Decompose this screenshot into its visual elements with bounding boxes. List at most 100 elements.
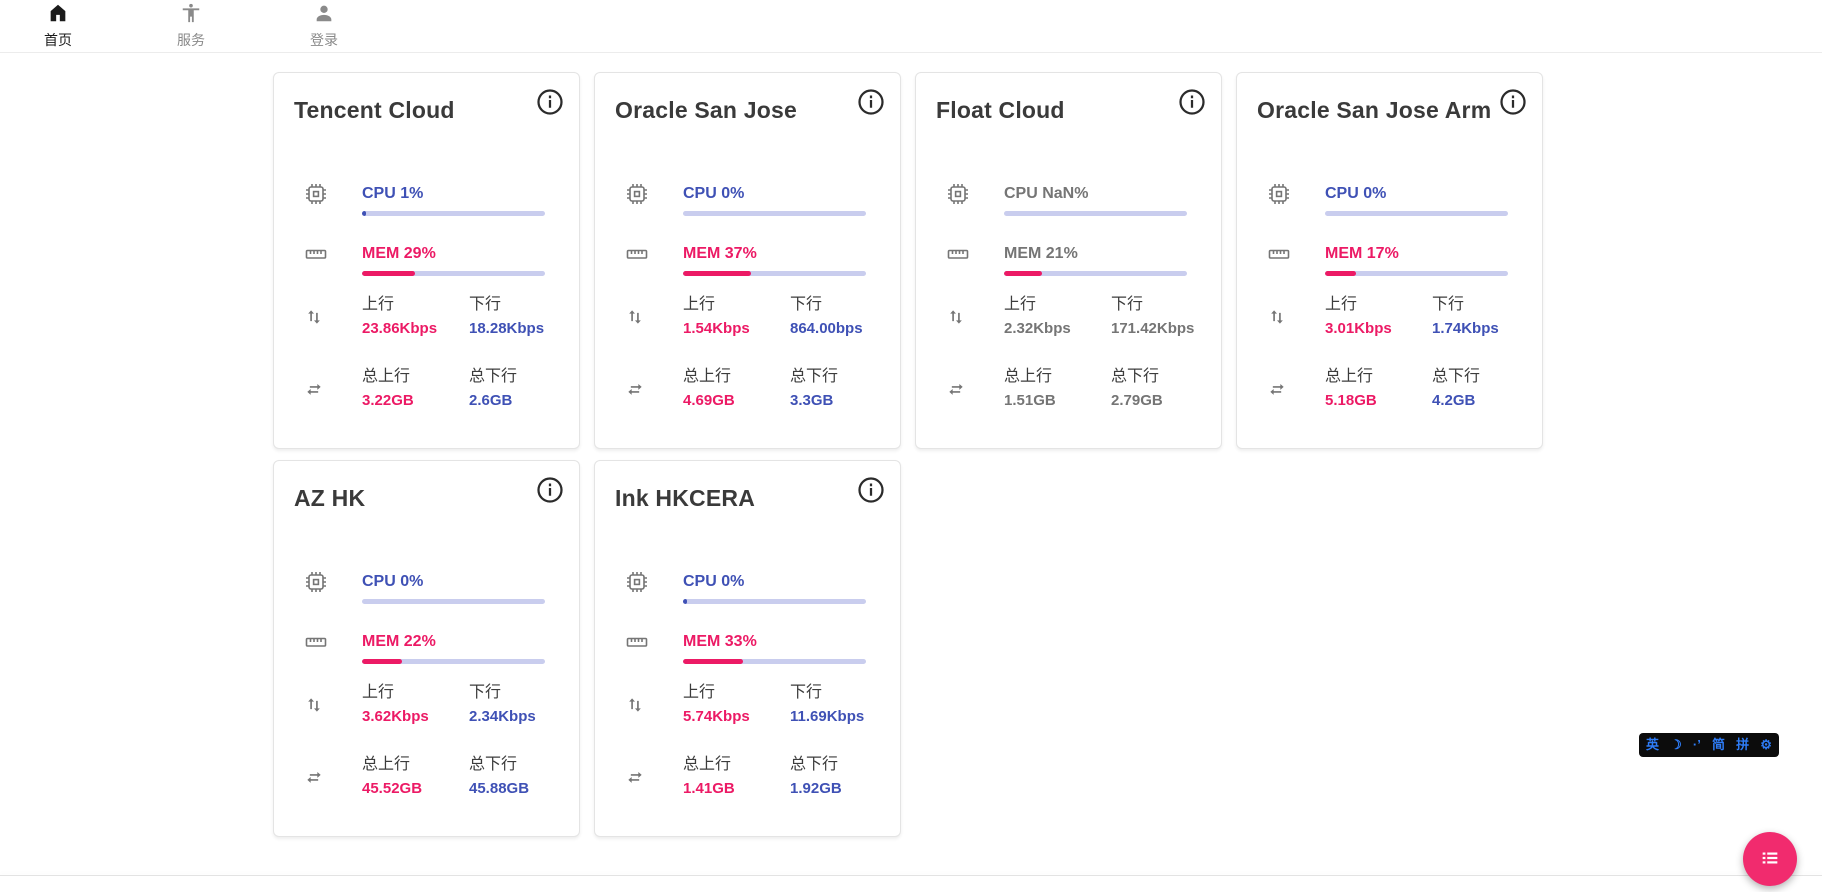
mem-progress-bar: [1325, 271, 1508, 276]
network-total-row: 总上行 4.69GB 总下行 3.3GB: [625, 367, 866, 410]
info-icon[interactable]: [856, 87, 886, 117]
network-total-row: 总上行 5.18GB 总下行 4.2GB: [1267, 367, 1508, 410]
network-speed-row: 上行 1.54Kbps 下行 864.00bps: [625, 295, 866, 338]
upload-label: 上行: [1004, 296, 1037, 313]
download-speed: 18.28Kbps: [469, 320, 545, 337]
total-upload: 1.51GB: [1004, 392, 1056, 409]
upload-speed: 2.32Kbps: [1004, 320, 1071, 337]
mem-progress-fill: [362, 271, 416, 276]
cpu-row: CPU 0%: [625, 572, 866, 604]
top-navbar: 首页 服务 登录: [0, 0, 1822, 53]
network-speed-row: 上行 3.62Kbps 下行 2.34Kbps: [304, 683, 545, 726]
mem-value: MEM 37%: [683, 245, 757, 262]
upload-speed: 5.74Kbps: [683, 708, 750, 725]
server-name: Oracle San Jose Arm: [1257, 97, 1492, 123]
info-icon[interactable]: [535, 87, 565, 117]
ime-punctuation-toggle[interactable]: ·’: [1692, 737, 1701, 752]
mem-progress-fill: [683, 271, 751, 276]
nav-item-services[interactable]: 服务: [177, 2, 205, 50]
mem-value: MEM 33%: [683, 633, 757, 650]
home-icon: [47, 2, 69, 29]
cpu-progress-bar: [683, 211, 866, 216]
download-label: 下行: [1111, 296, 1144, 313]
ime-toolbar[interactable]: 英 ☽ ·’ 简 拼 ⚙: [1639, 733, 1779, 757]
list-icon: [1759, 847, 1781, 872]
cpu-row: CPU 0%: [625, 184, 866, 216]
mem-value: MEM 17%: [1325, 245, 1399, 262]
ime-simplified-toggle[interactable]: 简: [1712, 737, 1726, 752]
cpu-value: CPU 0%: [683, 573, 745, 590]
mem-row: MEM 37%: [625, 245, 866, 276]
cpu-chip-icon: [625, 184, 683, 216]
total-upload-label: 总上行: [1004, 368, 1053, 385]
swap-horizontal-icon: [304, 755, 362, 798]
cpu-row: CPU 0%: [304, 572, 545, 604]
cpu-progress-bar: [683, 599, 866, 604]
cpu-progress-bar: [362, 599, 545, 604]
total-upload-label: 总上行: [683, 368, 732, 385]
mem-progress-bar: [683, 271, 866, 276]
total-upload-label: 总上行: [683, 756, 732, 773]
nav-item-home[interactable]: 首页: [44, 2, 72, 50]
info-icon[interactable]: [1498, 87, 1528, 117]
total-download: 1.92GB: [790, 780, 842, 797]
cpu-value: CPU 0%: [1325, 185, 1387, 202]
upload-label: 上行: [362, 296, 395, 313]
info-icon[interactable]: [1177, 87, 1207, 117]
upload-speed: 3.01Kbps: [1325, 320, 1392, 337]
updown-arrows-icon: [1267, 295, 1325, 338]
swap-horizontal-icon: [625, 755, 683, 798]
memory-ruler-icon: [1267, 245, 1325, 276]
info-icon[interactable]: [856, 475, 886, 505]
mem-value: MEM 21%: [1004, 245, 1078, 262]
server-card: Tencent Cloud CPU 1%: [273, 72, 580, 449]
info-icon[interactable]: [535, 475, 565, 505]
upload-speed: 23.86Kbps: [362, 320, 438, 337]
network-speed-row: 上行 3.01Kbps 下行 1.74Kbps: [1267, 295, 1508, 338]
total-download-label: 总下行: [1432, 368, 1481, 385]
cpu-value: CPU 1%: [362, 185, 424, 202]
cpu-value: CPU NaN%: [1004, 185, 1089, 202]
ime-lang-toggle[interactable]: 英: [1646, 737, 1660, 752]
mem-row: MEM 29%: [304, 245, 545, 276]
updown-arrows-icon: [625, 295, 683, 338]
upload-speed: 3.62Kbps: [362, 708, 429, 725]
server-list-fab[interactable]: [1743, 832, 1797, 886]
cpu-chip-icon: [304, 184, 362, 216]
mem-row: MEM 33%: [625, 633, 866, 664]
upload-label: 上行: [683, 296, 716, 313]
server-name: AZ HK: [294, 485, 366, 511]
moon-icon[interactable]: ☽: [1670, 737, 1682, 752]
swap-horizontal-icon: [946, 367, 1004, 410]
accessibility-icon: [180, 2, 202, 29]
server-name: Tencent Cloud: [294, 97, 455, 123]
total-download: 45.88GB: [469, 780, 530, 797]
total-download: 2.6GB: [469, 392, 513, 409]
cpu-chip-icon: [946, 184, 1004, 216]
memory-ruler-icon: [304, 245, 362, 276]
network-speed-row: 上行 23.86Kbps 下行 18.28Kbps: [304, 295, 545, 338]
mem-progress-fill: [1004, 271, 1043, 276]
gear-icon[interactable]: ⚙: [1760, 737, 1772, 752]
nav-item-login[interactable]: 登录: [310, 2, 338, 50]
download-label: 下行: [790, 684, 823, 701]
mem-progress-bar: [362, 271, 545, 276]
download-label: 下行: [1432, 296, 1465, 313]
ime-pinyin-toggle[interactable]: 拼: [1736, 737, 1750, 752]
upload-label: 上行: [683, 684, 716, 701]
cpu-progress-fill: [362, 211, 366, 216]
mem-row: MEM 22%: [304, 633, 545, 664]
total-download-label: 总下行: [790, 756, 839, 773]
download-label: 下行: [469, 296, 502, 313]
mem-progress-bar: [362, 659, 545, 664]
network-total-row: 总上行 1.41GB 总下行 1.92GB: [625, 755, 866, 798]
card-grid: Tencent Cloud CPU 1%: [273, 72, 1543, 837]
cpu-progress-fill: [683, 599, 687, 604]
server-card: Float Cloud CPU NaN%: [915, 72, 1222, 449]
cpu-progress-bar: [1004, 211, 1187, 216]
cpu-row: CPU 0%: [1267, 184, 1508, 216]
total-upload: 3.22GB: [362, 392, 414, 409]
server-name: Ink HKCERA: [615, 485, 756, 511]
total-upload: 1.41GB: [683, 780, 735, 797]
mem-progress-fill: [683, 659, 744, 664]
